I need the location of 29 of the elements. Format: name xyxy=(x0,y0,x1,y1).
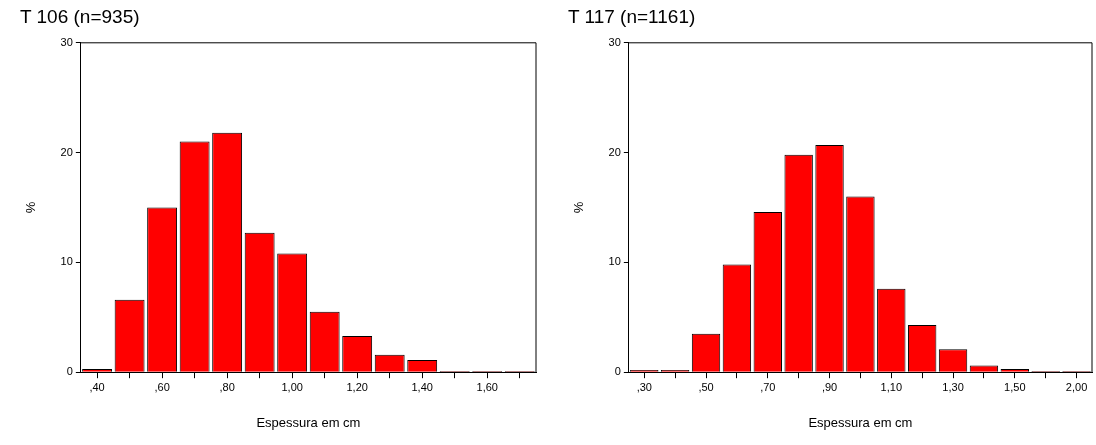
x-axis-title: Espessura em cm xyxy=(808,414,913,430)
y-tick-label: 20 xyxy=(60,145,73,158)
x-tick-label: 2,00 xyxy=(1065,380,1088,393)
x-tick-label: 1,50 xyxy=(1004,380,1026,393)
x-tick-label: ,30 xyxy=(636,380,652,393)
x-tick-label: ,90 xyxy=(821,380,838,393)
y-tick-label: 30 xyxy=(608,35,621,48)
x-tick-label: ,70 xyxy=(760,380,776,393)
y-tick-label: 10 xyxy=(60,255,73,268)
x-tick-label: ,40 xyxy=(89,380,105,393)
y-tick-label: 10 xyxy=(608,255,621,268)
chart-title: T 117 (n=1161) xyxy=(568,5,696,27)
x-tick-label: 1,30 xyxy=(942,380,964,393)
x-tick-label: 1,20 xyxy=(346,380,368,393)
x-tick-label: ,80 xyxy=(219,380,235,393)
y-tick-label: 30 xyxy=(60,35,73,48)
y-tick-label: 0 xyxy=(66,365,73,378)
x-tick-label: ,60 xyxy=(154,380,170,393)
x-tick-label: 1,40 xyxy=(411,380,433,393)
y-axis-title: % xyxy=(23,201,39,214)
x-tick-label: 1,10 xyxy=(880,380,903,393)
chart-title: T 106 (n=935) xyxy=(20,5,140,27)
x-tick-label: 1,00 xyxy=(281,380,303,393)
y-tick-label: 0 xyxy=(614,365,621,378)
x-tick-label: ,50 xyxy=(698,380,714,393)
x-axis-title: Espessura em cm xyxy=(256,414,361,430)
x-tick-label: 1,60 xyxy=(476,380,498,393)
y-axis-title: % xyxy=(571,201,587,214)
y-tick-label: 20 xyxy=(608,145,621,158)
